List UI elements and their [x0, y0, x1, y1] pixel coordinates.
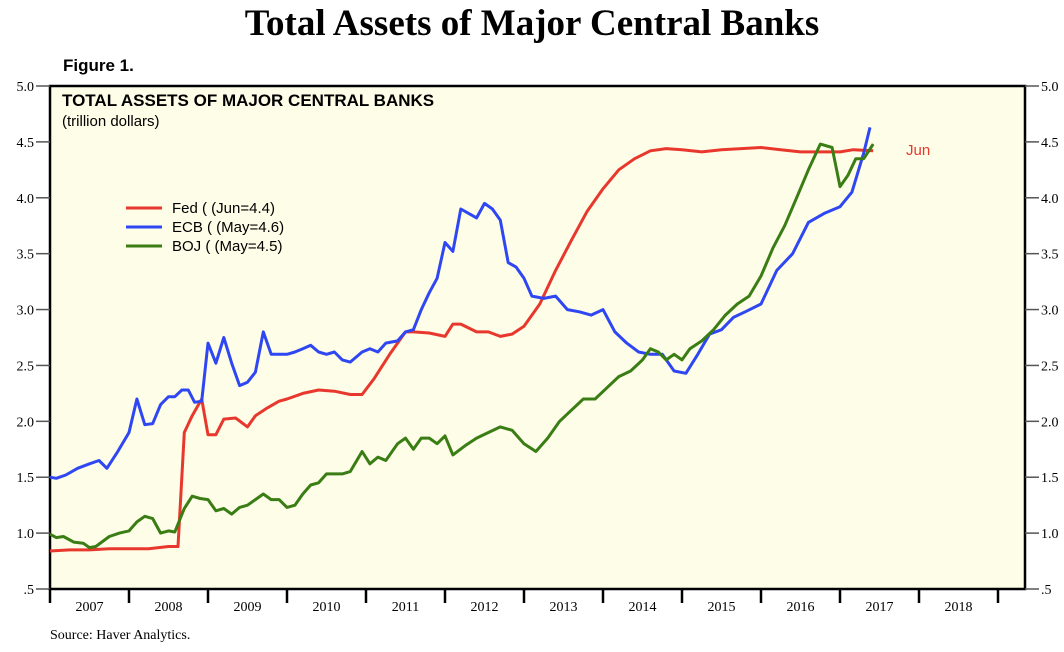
x-tick-label: 2008: [155, 600, 183, 615]
y-tick-label-left: 3.0: [17, 304, 35, 319]
right-y-axis: 5.0 4.5 4.0 3.5 3.0 2.5 2.0 1.5 1.0 .5: [1025, 80, 1059, 598]
y-tick-label-right: 2.5: [1041, 359, 1059, 374]
x-tick-label: 2016: [787, 600, 815, 615]
figure-label: Figure 1.: [63, 56, 134, 75]
legend: Fed ( (Jun=4.4) ECB ( (May=4.6) BOJ ( (May…: [126, 200, 284, 255]
y-tick-label-left: .5: [24, 583, 35, 598]
y-tick-label-left: 2.5: [17, 359, 35, 374]
y-tick-label-left: 5.0: [17, 80, 35, 95]
x-tick-label: 2017: [866, 600, 894, 615]
series-lines: [49, 127, 875, 553]
x-tick-label: 2015: [708, 600, 736, 615]
left-y-axis: 5.0 4.5 4.0 3.5 3.0 2.5 2.0 1.5 1.0 .5: [17, 80, 50, 598]
y-tick-label-right: .5: [1041, 583, 1052, 598]
x-tick-label: 2014: [629, 600, 657, 615]
x-tick-label: 2011: [392, 600, 419, 615]
page-title: Total Assets of Major Central Banks: [244, 3, 820, 44]
legend-label-boj: BOJ ( (May=4.5): [172, 238, 282, 255]
y-tick-label-left: 1.5: [17, 471, 35, 486]
x-tick-label: 2013: [550, 600, 578, 615]
y-tick-label-left: 3.5: [17, 248, 35, 263]
y-tick-label-left: 2.0: [17, 415, 35, 430]
chart-subtitle: (trillion dollars): [62, 113, 160, 130]
series-line-fed: [49, 146, 874, 553]
y-tick-label-right: 4.5: [1041, 136, 1059, 151]
x-axis: 2007 2008 2009 2010 2011 2012 2013 2014 2015 2016…: [48, 589, 1000, 615]
x-tick-label: 2009: [234, 600, 262, 615]
chart-title: TOTAL ASSETS OF MAJOR CENTRAL BANKS: [62, 91, 434, 110]
x-tick-label: 2007: [76, 600, 104, 615]
plot-area: [48, 84, 1027, 591]
y-tick-label-left: 1.0: [17, 527, 35, 542]
y-tick-label-right: 4.0: [1041, 192, 1059, 207]
x-tick-label: 2012: [471, 600, 499, 615]
jun-annotation: Jun: [906, 142, 930, 159]
y-tick-label-right: 1.0: [1041, 527, 1059, 542]
y-tick-label-right: 3.5: [1041, 248, 1059, 263]
x-tick-label: 2010: [313, 600, 341, 615]
y-tick-label-right: 2.0: [1041, 415, 1059, 430]
series-line-ecb: [49, 127, 872, 480]
y-tick-label-left: 4.5: [17, 136, 35, 151]
source-note: Source: Haver Analytics.: [50, 628, 191, 643]
y-tick-label-right: 3.0: [1041, 304, 1059, 319]
y-tick-label-left: 4.0: [17, 192, 35, 207]
series-line-boj: [49, 142, 875, 550]
y-tick-label-right: 1.5: [1041, 471, 1059, 486]
x-tick-label: 2018: [945, 600, 973, 615]
legend-label-ecb: ECB ( (May=4.6): [172, 219, 284, 236]
legend-label-fed: Fed ( (Jun=4.4): [172, 200, 275, 217]
y-tick-label-right: 5.0: [1041, 80, 1059, 95]
